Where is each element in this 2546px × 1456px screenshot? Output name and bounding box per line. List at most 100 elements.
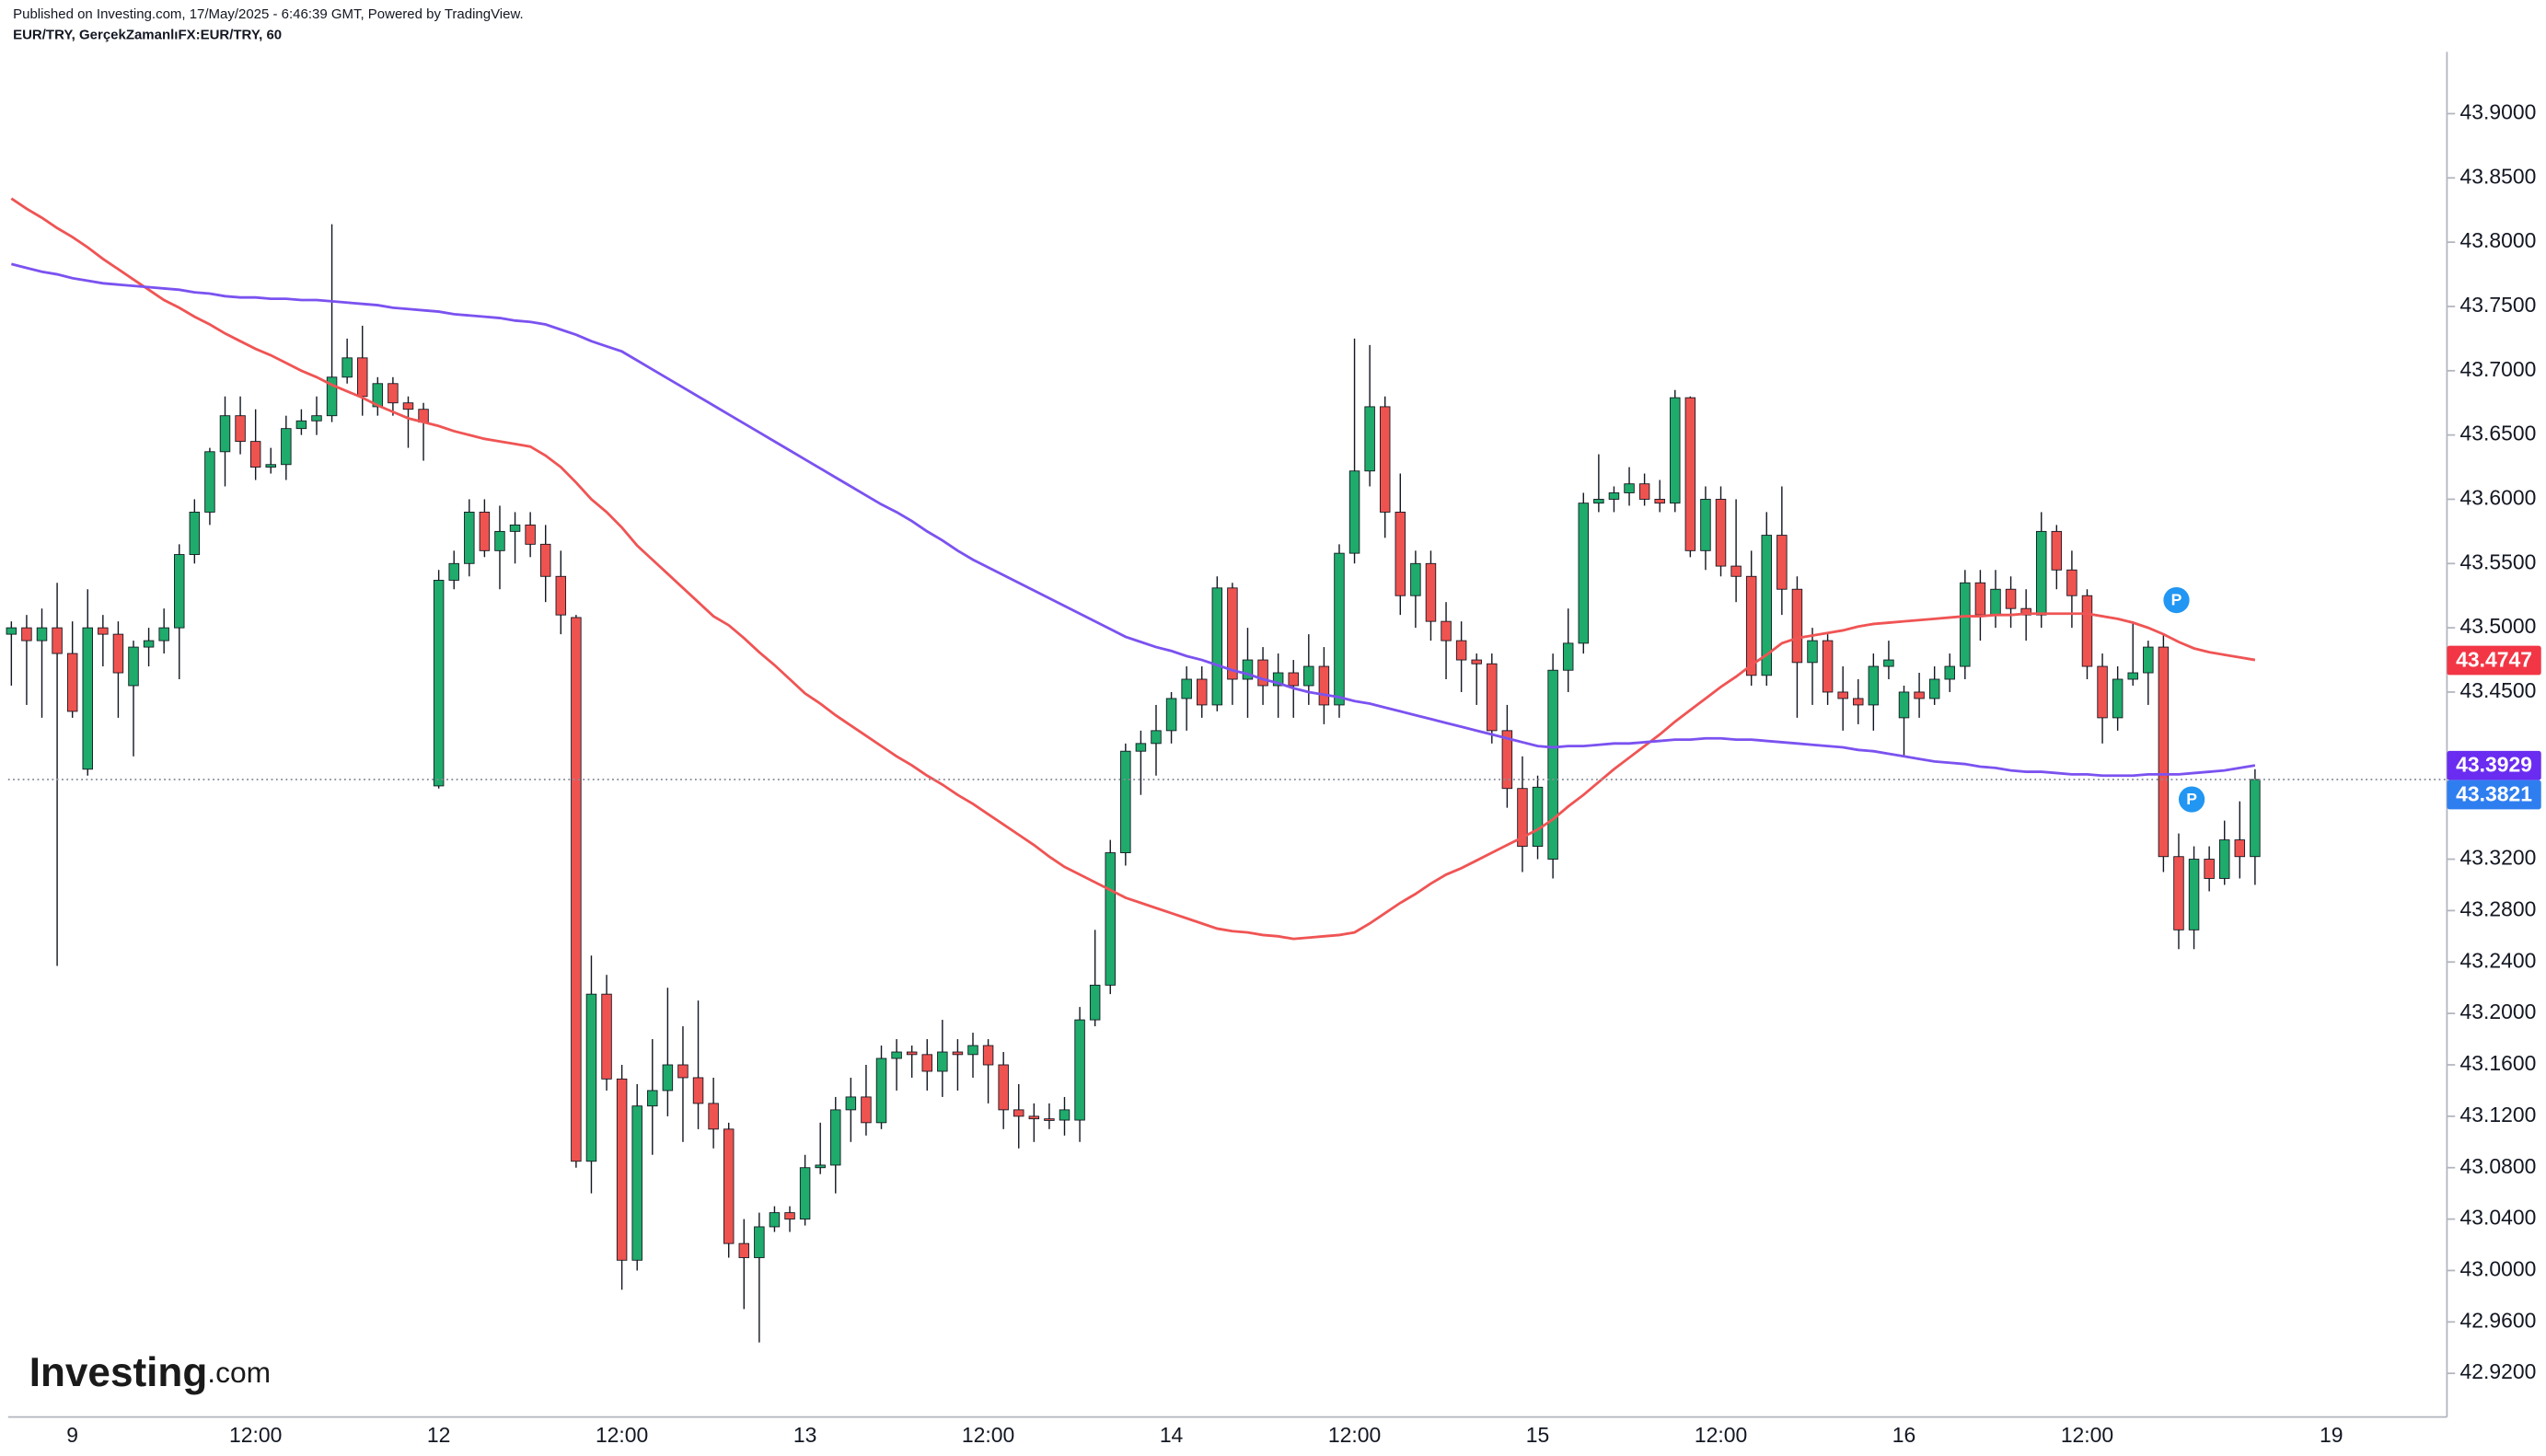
candle-body bbox=[769, 1212, 781, 1228]
y-tick-label: 43.2000 bbox=[2460, 1000, 2537, 1023]
logo-brand: Investing bbox=[29, 1349, 208, 1394]
y-tick-label: 43.2800 bbox=[2460, 896, 2537, 920]
y-tick-label: 43.0400 bbox=[2460, 1206, 2537, 1230]
candle-body bbox=[143, 640, 155, 648]
price-label-box bbox=[2447, 750, 2541, 780]
x-tick-label: 12:00 bbox=[229, 1423, 282, 1447]
logo: Investing.com bbox=[29, 1349, 271, 1394]
x-tick-label: 19 bbox=[2320, 1423, 2343, 1447]
candle-body bbox=[235, 415, 246, 443]
x-tick-label: 12 bbox=[427, 1423, 450, 1447]
candle-body bbox=[2234, 839, 2246, 858]
x-tick-label: 15 bbox=[1526, 1423, 1549, 1447]
candle-body bbox=[754, 1226, 765, 1258]
candle-body bbox=[1059, 1109, 1070, 1121]
candle-body bbox=[2005, 588, 2017, 609]
candle-body bbox=[433, 580, 445, 787]
candle-body bbox=[265, 464, 276, 468]
candle-body bbox=[1715, 499, 1727, 567]
x-tick-label: 12:00 bbox=[596, 1423, 648, 1447]
candle-body bbox=[1517, 788, 1528, 848]
candle-body bbox=[2112, 678, 2124, 719]
y-tick-label: 43.4500 bbox=[2460, 678, 2537, 702]
candle-body bbox=[1776, 535, 1788, 590]
candle-body bbox=[281, 428, 292, 466]
candle-body bbox=[2250, 779, 2261, 858]
candle-body bbox=[1562, 642, 1574, 671]
candle-body bbox=[1348, 470, 1360, 554]
candle-body bbox=[1441, 620, 1452, 641]
candle-body bbox=[1837, 691, 1848, 699]
candle-body bbox=[326, 376, 338, 417]
candle-body bbox=[738, 1242, 750, 1258]
candle-body bbox=[1181, 678, 1192, 699]
candle-body bbox=[1425, 562, 1437, 622]
candle-body bbox=[1455, 640, 1467, 661]
candle-body bbox=[2188, 859, 2200, 930]
candle-body bbox=[875, 1057, 887, 1124]
candle-body bbox=[1547, 669, 1558, 860]
y-tick-label: 43.7500 bbox=[2460, 293, 2537, 317]
candle-body bbox=[1227, 587, 1238, 680]
candle-body bbox=[952, 1051, 964, 1056]
candle-body bbox=[1303, 665, 1314, 687]
candle-body bbox=[571, 617, 582, 1162]
candle-body bbox=[2066, 569, 2077, 596]
candle-body bbox=[1745, 575, 1757, 676]
y-tick-label: 43.7000 bbox=[2460, 357, 2537, 381]
candle-body bbox=[448, 562, 459, 581]
y-tick-label: 43.1600 bbox=[2460, 1051, 2537, 1075]
candle-body bbox=[6, 627, 17, 635]
candle-body bbox=[21, 627, 32, 641]
candle-body bbox=[1318, 665, 1330, 706]
candle-body bbox=[1990, 588, 2001, 616]
candle-body bbox=[388, 383, 399, 404]
candle-body bbox=[1791, 588, 1803, 664]
candle-body bbox=[36, 627, 48, 641]
candle-body bbox=[1822, 640, 1834, 693]
candle-body bbox=[1730, 565, 1742, 577]
chart-title: EUR/TRY, GerçekZamanlıFX:EUR/TRY, 60 bbox=[13, 28, 282, 43]
candle-body bbox=[1135, 743, 1147, 752]
y-tick-label: 42.9600 bbox=[2460, 1308, 2537, 1332]
candle-body bbox=[1654, 499, 1665, 504]
candle-body bbox=[1044, 1118, 1055, 1121]
x-tick-label: 12:00 bbox=[1328, 1423, 1381, 1447]
candle-body bbox=[1670, 397, 1681, 504]
y-tick-label: 43.1200 bbox=[2460, 1103, 2537, 1127]
candle-body bbox=[1410, 562, 1421, 596]
price-label: 43.4747 bbox=[2456, 647, 2532, 671]
candle-body bbox=[1197, 678, 1208, 706]
candle-body bbox=[174, 554, 185, 629]
candle-body bbox=[82, 627, 93, 770]
candle-body bbox=[601, 993, 612, 1080]
candle-body bbox=[845, 1096, 857, 1111]
candle-body bbox=[2204, 859, 2215, 879]
candle-body bbox=[1684, 397, 1696, 551]
event-label: P bbox=[2171, 591, 2182, 609]
candle-body bbox=[1608, 492, 1620, 500]
candle-body bbox=[2143, 646, 2154, 674]
price-label-box bbox=[2447, 645, 2541, 676]
x-tick-label: 14 bbox=[1160, 1423, 1184, 1447]
candle-body bbox=[2051, 530, 2063, 571]
candle-body bbox=[1211, 587, 1223, 706]
candle-body bbox=[723, 1128, 735, 1244]
y-tick-label: 42.9200 bbox=[2460, 1359, 2537, 1383]
candle-body bbox=[861, 1096, 872, 1124]
candle-body bbox=[356, 357, 368, 398]
candle-body bbox=[1089, 984, 1101, 1021]
candle-body bbox=[1165, 698, 1177, 732]
y-tick-label: 43.9000 bbox=[2460, 100, 2537, 124]
candle-body bbox=[1974, 582, 1986, 616]
y-tick-label: 43.2400 bbox=[2460, 948, 2537, 972]
candle-body bbox=[631, 1105, 642, 1261]
candle-body bbox=[1105, 852, 1116, 986]
y-tick-label: 43.8000 bbox=[2460, 228, 2537, 252]
candle-body bbox=[891, 1051, 902, 1059]
candle-body bbox=[98, 627, 109, 635]
candle-body bbox=[1898, 691, 1910, 719]
